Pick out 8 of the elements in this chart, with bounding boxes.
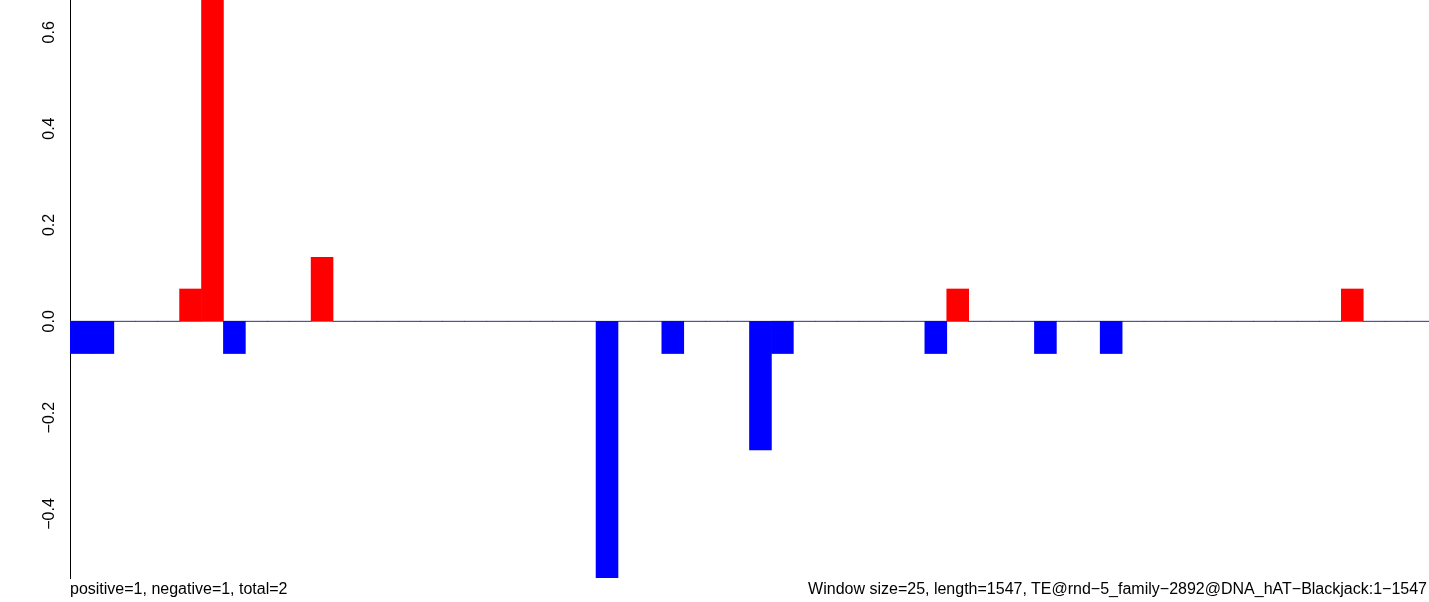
y-tick-label: −0.4 <box>40 498 58 530</box>
y-tick-label: 0.6 <box>40 21 58 44</box>
text: positive=1, negative=1, total=2 <box>70 580 288 598</box>
y-tick-label: 0.0 <box>40 310 58 333</box>
y-tick-label: −0.2 <box>40 401 58 434</box>
text: Window size=25, length=1547, TE@rnd−5_family−2892@DNA_hAT−Blackjack:1−1547 <box>808 580 1428 599</box>
y-tick-label: 0.4 <box>40 117 58 140</box>
y-tick-label: 0.2 <box>40 213 58 237</box>
